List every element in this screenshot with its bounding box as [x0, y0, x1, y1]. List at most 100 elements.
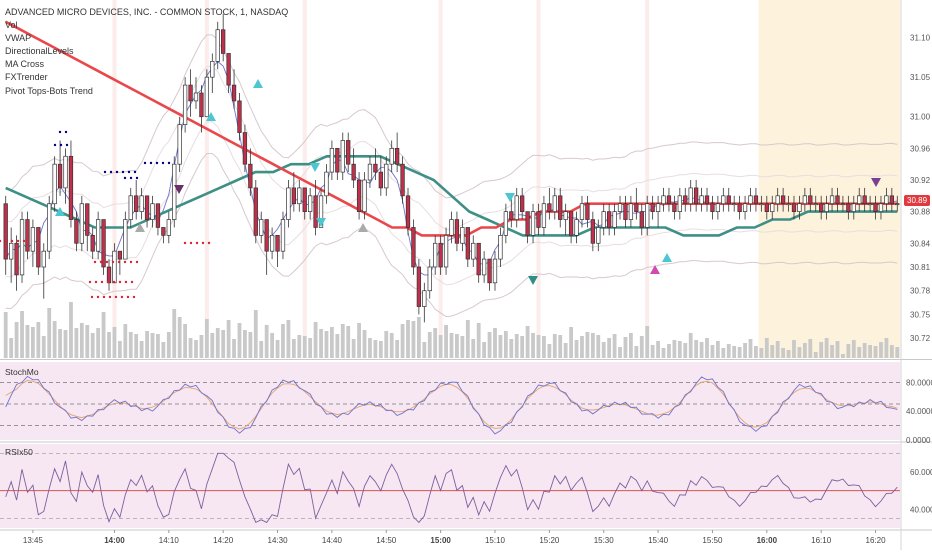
volume-bar [210, 333, 215, 358]
price-tick-label: 30.88 [910, 208, 931, 217]
candle-body [286, 187, 291, 220]
candle-body [487, 258, 492, 284]
candle-body [460, 227, 465, 244]
candle-body [384, 163, 389, 189]
candle-body [590, 219, 595, 244]
volume-bar [286, 320, 291, 358]
volume-bar [792, 340, 796, 358]
chart-title: ADVANCED MICRO DEVICES, INC. - COMMON ST… [5, 7, 289, 17]
candle-body [411, 227, 416, 268]
candle-body [400, 163, 405, 197]
pivot-level-dot [195, 241, 199, 245]
indicator-fxtrender[interactable]: FXTrender [5, 72, 48, 83]
candle-body [177, 124, 182, 165]
candle-body [601, 211, 606, 228]
volume-bar [650, 345, 655, 358]
volume-bar [737, 347, 742, 358]
stoch-tick-label: 0.0000 [906, 436, 931, 445]
indicator-directional-levels[interactable]: DirectionalLevels [5, 46, 74, 57]
candle-body [677, 195, 682, 212]
candle-body [829, 195, 835, 205]
volume-bar [775, 341, 780, 358]
time-tick-label: 14:10 [159, 536, 180, 545]
candle-body [346, 140, 351, 165]
volume-bar [422, 342, 427, 358]
candle-body [612, 211, 617, 228]
sell-signal-marker [310, 163, 320, 172]
volume-bar [531, 333, 535, 358]
indicator-ma-cross[interactable]: MA Cross [5, 59, 45, 70]
pivot-level-dot [93, 260, 97, 264]
candle-body [541, 203, 547, 228]
candle-body [579, 203, 585, 220]
volume-bar [438, 335, 443, 358]
volume-bar [161, 342, 166, 358]
volume-bar [41, 336, 46, 358]
buy-signal-marker [253, 79, 263, 88]
pivot-level-dot [135, 176, 139, 180]
volume-bar [824, 338, 829, 358]
volume-bar [656, 341, 660, 358]
buy-signal-marker [55, 207, 65, 216]
candle-body [340, 140, 345, 173]
candle-body [101, 219, 106, 268]
stoch-pane-bg [0, 362, 900, 440]
time-tick-label: 14:20 [213, 536, 234, 545]
volume-bar [433, 328, 438, 358]
candle-body [693, 187, 699, 205]
candle-body [215, 29, 220, 62]
volume-bar [455, 334, 459, 358]
candle-body [427, 266, 432, 292]
indicator-vol[interactable]: Vol [5, 20, 18, 31]
candle-body [95, 219, 101, 252]
candle-body [536, 211, 541, 228]
candle-body [520, 195, 525, 212]
pivot-level-dot [22, 239, 26, 243]
indicator-vwap[interactable]: VWAP [5, 33, 32, 44]
candle-body [19, 219, 25, 276]
candle-body [210, 61, 215, 78]
volume-bar [813, 352, 818, 358]
session-band-1 [204, 0, 209, 358]
volume-bar [30, 327, 35, 358]
volume-bar [808, 339, 813, 358]
candle-body [808, 195, 813, 205]
candle-body [889, 195, 894, 205]
volume-bar [291, 339, 296, 358]
candle-body [780, 195, 786, 205]
candle-body [394, 148, 400, 165]
volume-bar [335, 334, 340, 358]
buy-signal-marker [206, 112, 216, 121]
candle-body [878, 203, 884, 212]
candle-body [574, 219, 579, 236]
volume-bar [248, 332, 253, 358]
volume-bar [406, 320, 410, 358]
volume-bar [857, 347, 862, 358]
pivot-level-dot [121, 170, 125, 174]
volume-bar [715, 341, 720, 358]
time-axis: 13:45 14:00 14:10 14:20 14:30 14:40 14:50 15:00… [23, 530, 886, 545]
volume-bar [781, 348, 786, 358]
price-tick-label: 31.10 [910, 34, 931, 43]
rsi-line [5, 452, 898, 524]
indicator-pivot-tops-bots[interactable]: Pivot Tops-Bots Trend [5, 85, 93, 96]
candle-body [846, 203, 851, 212]
volume-bar [150, 333, 155, 358]
time-tick-label: 15:30 [594, 536, 615, 545]
volume-bar [52, 321, 57, 358]
volume-bar [281, 324, 285, 358]
stoch-k-line [5, 375, 898, 435]
candle-body [672, 203, 677, 212]
candle-body [226, 53, 231, 86]
candle-body [85, 203, 90, 236]
candle-body [770, 203, 775, 212]
candle-body [79, 203, 84, 244]
volume-bar [547, 344, 552, 358]
volume-bar [172, 309, 177, 358]
time-tick-label: 15:20 [539, 536, 560, 545]
volume-bar [743, 343, 747, 358]
pivot-level-dot [109, 170, 113, 174]
volume-bar [498, 335, 503, 358]
volume-bar [297, 335, 302, 358]
candle-body [596, 227, 601, 244]
